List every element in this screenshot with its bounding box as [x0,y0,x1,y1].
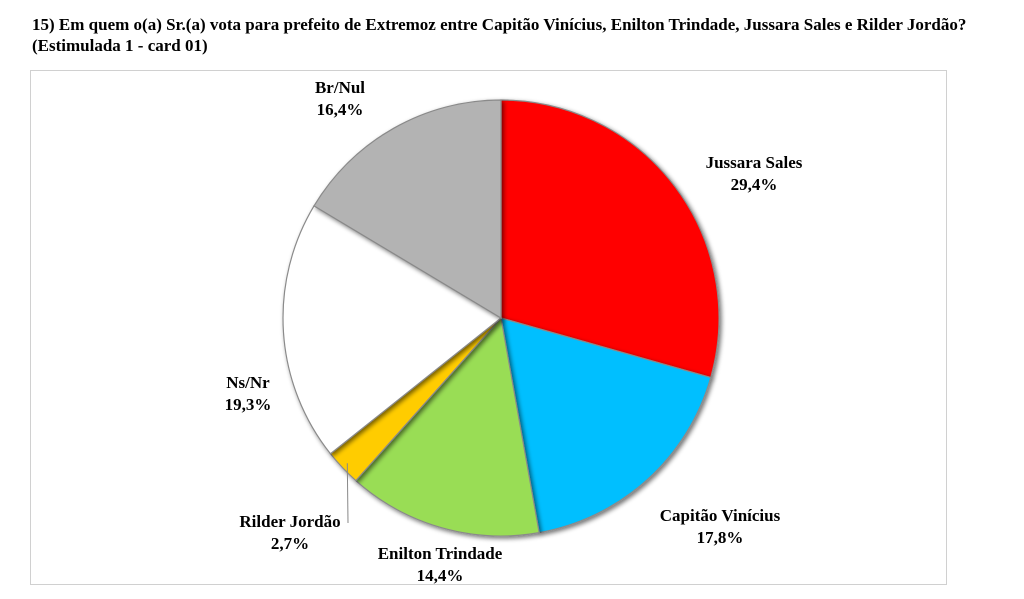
slice-label-rilder-jordao: Rilder Jordão 2,7% [239,512,340,553]
slice-label-ns-nr: Ns/Nr 19,3% [225,373,272,414]
pie-slice-capitao-vinicius [500,317,712,534]
slice-label-capitao-vinicius: Capitão Vinícius 17,8% [660,506,781,547]
slice-label-enilton-trindade: Enilton Trindade 14,4% [378,544,503,585]
slice-label-br-nul: Br/Nul 16,4% [315,78,365,119]
pie-slice-jussara-sales [500,99,720,379]
pie-slice-ns-nr [282,205,503,455]
pie-slice-enilton-trindade [354,316,540,537]
chart-title: 15) Em quem o(a) Sr.(a) vota para prefei… [32,15,967,55]
pie-slice-br-nul [313,99,502,320]
slice-label-jussara-sales: Jussara Sales 29,4% [706,153,803,194]
leader-line-rilder-jordao [346,463,349,524]
